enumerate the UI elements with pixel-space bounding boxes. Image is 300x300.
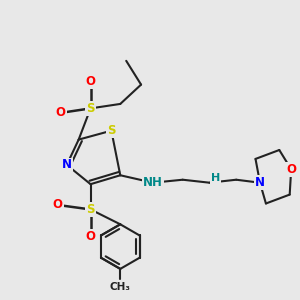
Text: S: S [86, 102, 95, 115]
Text: O: O [85, 230, 96, 243]
Text: O: O [85, 75, 96, 88]
Text: CH₃: CH₃ [110, 282, 131, 292]
Text: N: N [255, 176, 265, 189]
Text: NH: NH [143, 176, 163, 189]
Text: S: S [86, 203, 95, 216]
Text: S: S [107, 124, 116, 137]
Text: N: N [62, 158, 72, 171]
Text: O: O [53, 199, 63, 212]
Text: O: O [56, 106, 66, 119]
Text: H: H [211, 173, 220, 183]
Text: O: O [286, 163, 296, 176]
